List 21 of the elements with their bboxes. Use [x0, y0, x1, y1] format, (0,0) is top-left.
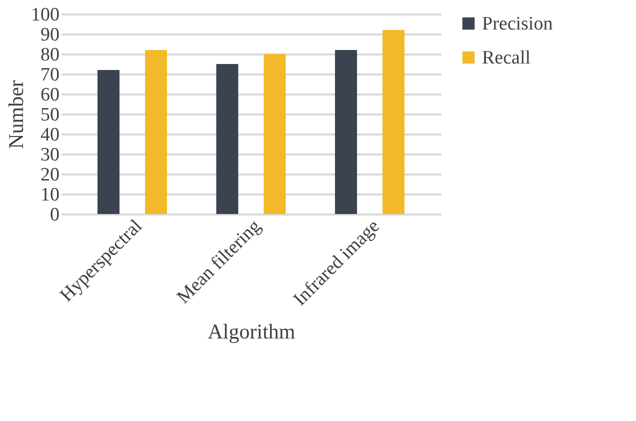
bar	[145, 50, 167, 214]
y-tick-label: 10	[40, 184, 60, 206]
y-tick-label: 20	[40, 164, 60, 186]
y-tick-label: 100	[31, 4, 60, 26]
y-tick-label: 40	[40, 124, 60, 146]
bar	[335, 50, 357, 214]
bar	[98, 70, 120, 214]
y-tick-label: 70	[40, 64, 60, 86]
y-tick-label: 90	[40, 24, 60, 46]
y-tick-label: 60	[40, 84, 60, 106]
legend-label: Precision	[482, 14, 554, 34]
x-axis-title: Algorithm	[208, 319, 296, 344]
legend-label: Recall	[482, 48, 531, 68]
bar	[382, 30, 404, 214]
y-tick-label: 80	[40, 44, 60, 66]
y-tick-label: 50	[40, 104, 60, 126]
y-axis-title: Number	[4, 80, 28, 149]
y-tick-label: 30	[40, 144, 60, 166]
y-tick-label: 0	[50, 204, 60, 226]
bar	[264, 54, 286, 214]
bar	[216, 64, 238, 214]
